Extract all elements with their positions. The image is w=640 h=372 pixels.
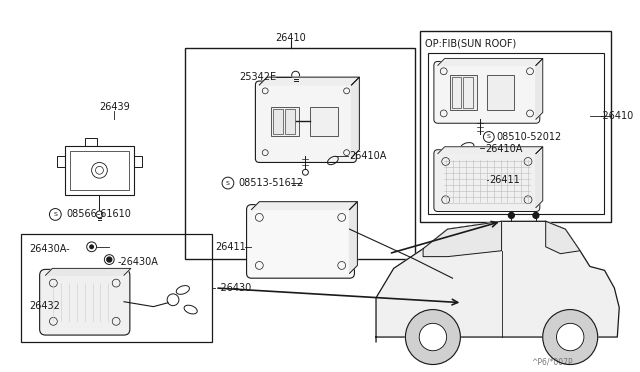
Polygon shape [536, 58, 543, 119]
Bar [310, 106, 338, 136]
Text: 26432: 26432 [29, 301, 60, 311]
Polygon shape [438, 58, 543, 65]
Polygon shape [423, 221, 502, 257]
Polygon shape [438, 147, 543, 154]
FancyBboxPatch shape [40, 269, 130, 335]
Text: 26410: 26410 [275, 33, 306, 43]
Bar [463, 77, 473, 108]
Polygon shape [45, 268, 131, 275]
Bar [185, 48, 415, 259]
Bar [285, 109, 294, 134]
FancyBboxPatch shape [434, 150, 540, 212]
FancyBboxPatch shape [246, 205, 355, 278]
Polygon shape [376, 221, 620, 342]
Text: 08510-52012: 08510-52012 [497, 132, 562, 142]
Text: 26430A-: 26430A- [29, 244, 70, 254]
Bar [84, 138, 97, 146]
FancyBboxPatch shape [255, 81, 356, 163]
Text: 26439: 26439 [99, 102, 130, 112]
Polygon shape [349, 202, 357, 273]
Circle shape [406, 310, 460, 365]
Text: 08513-51612: 08513-51612 [239, 178, 304, 188]
Bar [134, 155, 141, 167]
Text: 26410A: 26410A [485, 144, 522, 154]
Text: -26430: -26430 [217, 283, 252, 293]
Circle shape [89, 244, 94, 249]
Text: 08566-61610: 08566-61610 [66, 209, 131, 219]
Polygon shape [252, 202, 357, 209]
Text: S: S [226, 180, 230, 186]
Circle shape [533, 212, 539, 218]
Bar [21, 234, 212, 342]
Bar [70, 151, 129, 190]
Bar [273, 109, 283, 134]
Circle shape [419, 323, 447, 351]
Circle shape [508, 212, 515, 218]
Text: -26430A: -26430A [117, 257, 158, 266]
Text: S: S [53, 212, 57, 217]
Bar [428, 52, 604, 214]
Text: 26411: 26411 [489, 175, 520, 185]
Bar [271, 106, 298, 136]
FancyBboxPatch shape [434, 61, 540, 123]
Polygon shape [536, 147, 543, 208]
Text: ^P6/*007P: ^P6/*007P [531, 357, 573, 366]
Text: OP:FIB(SUN ROOF): OP:FIB(SUN ROOF) [425, 39, 516, 49]
Bar [449, 75, 477, 109]
Bar [420, 31, 611, 222]
Bar [452, 77, 461, 108]
Text: 26411: 26411 [215, 242, 246, 252]
Text: -26410: -26410 [600, 111, 634, 121]
Bar [58, 155, 65, 167]
Polygon shape [546, 221, 580, 254]
Text: 26410A: 26410A [349, 151, 387, 161]
Polygon shape [259, 77, 359, 85]
Bar [65, 146, 134, 195]
Circle shape [543, 310, 598, 365]
Polygon shape [351, 77, 359, 158]
Bar [487, 75, 515, 109]
Circle shape [557, 323, 584, 351]
Text: 25342E: 25342E [240, 72, 277, 82]
Text: S: S [487, 134, 491, 140]
Circle shape [107, 257, 112, 262]
